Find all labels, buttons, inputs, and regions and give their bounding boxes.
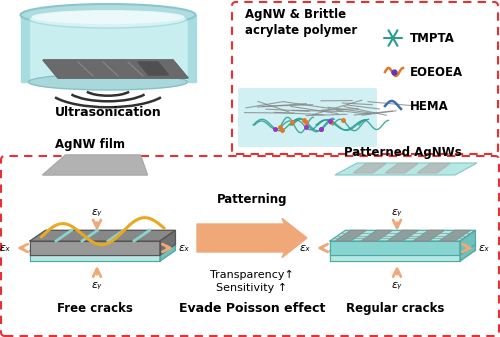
Text: Transparency↑: Transparency↑ [210,270,294,280]
Text: εᵧ: εᵧ [392,280,402,290]
FancyBboxPatch shape [238,88,377,147]
Polygon shape [138,62,168,75]
Ellipse shape [28,74,188,90]
Polygon shape [460,231,475,255]
Text: HEMA: HEMA [410,99,449,113]
FancyBboxPatch shape [1,156,499,336]
Polygon shape [30,231,176,241]
Polygon shape [28,15,188,82]
Polygon shape [460,240,475,261]
Text: TMPTA: TMPTA [410,31,455,44]
Polygon shape [30,251,160,261]
Polygon shape [43,60,188,78]
Polygon shape [43,60,188,78]
Text: εᵧ: εᵧ [92,280,102,290]
FancyBboxPatch shape [232,2,498,154]
Polygon shape [330,240,476,251]
Text: Ultrasonication: Ultrasonication [54,106,162,119]
Polygon shape [353,163,386,173]
Polygon shape [385,163,418,173]
Text: εₓ: εₓ [300,243,311,253]
Polygon shape [335,231,366,241]
Text: εᵧ: εᵧ [392,207,402,217]
Polygon shape [42,155,148,175]
Text: AgNW & Brittle
acrylate polymer: AgNW & Brittle acrylate polymer [245,8,357,37]
Text: EOEOEA: EOEOEA [410,65,463,79]
Text: Patterned AgNWs: Patterned AgNWs [344,146,462,159]
FancyArrow shape [197,218,307,257]
Polygon shape [387,231,418,241]
Text: εₓ: εₓ [0,243,11,253]
Ellipse shape [20,4,196,26]
Text: Sensitivity ↑: Sensitivity ↑ [216,283,288,293]
Polygon shape [330,231,476,241]
Ellipse shape [32,10,184,24]
Polygon shape [30,240,176,251]
Ellipse shape [30,10,186,28]
Polygon shape [361,231,392,241]
Polygon shape [42,155,148,175]
Polygon shape [20,15,28,82]
Text: Regular cracks: Regular cracks [346,302,444,315]
Polygon shape [413,231,444,241]
Text: εᵧ: εᵧ [92,207,102,217]
Polygon shape [330,251,460,261]
Text: Patterning: Patterning [217,193,287,206]
Polygon shape [330,241,460,255]
Polygon shape [30,241,160,255]
Polygon shape [188,15,196,82]
Text: εₓ: εₓ [179,243,190,253]
Text: Evade Poisson effect: Evade Poisson effect [179,302,325,315]
Text: εₓ: εₓ [479,243,490,253]
Polygon shape [439,231,470,241]
Polygon shape [160,231,176,255]
Polygon shape [417,163,450,173]
Polygon shape [160,240,176,261]
Text: AgNW film: AgNW film [55,138,125,151]
Text: Free cracks: Free cracks [57,302,133,315]
Polygon shape [335,163,477,175]
